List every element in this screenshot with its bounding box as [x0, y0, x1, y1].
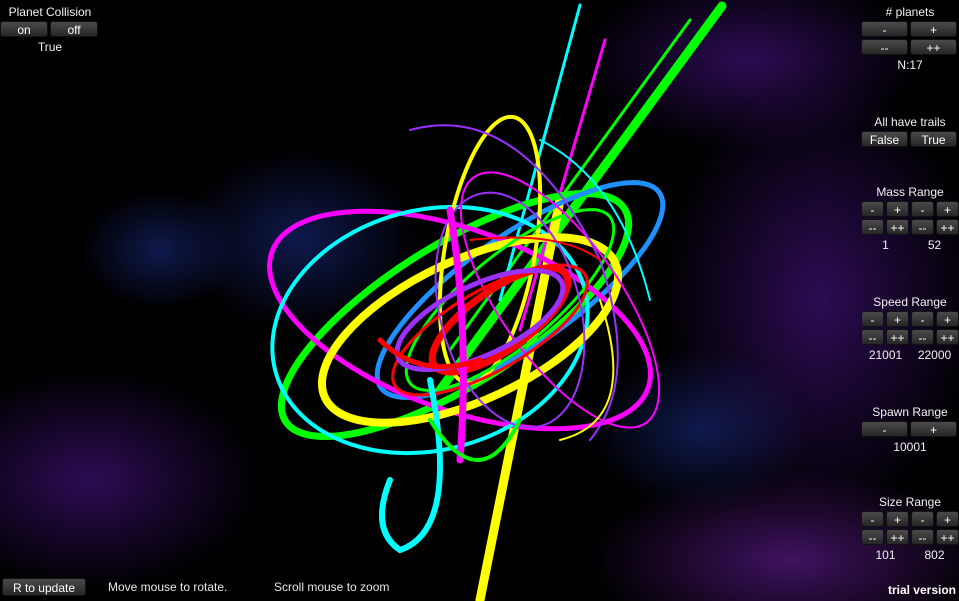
- size-title: Size Range: [878, 495, 942, 509]
- collision-value: True: [37, 40, 63, 54]
- mass-min-minus-minus-button[interactable]: --: [861, 219, 884, 235]
- speed-max-value: 22000: [917, 348, 952, 362]
- spawn-plus-button[interactable]: +: [910, 421, 957, 437]
- speed-max-plus-button[interactable]: +: [936, 311, 959, 327]
- speed-panel: Speed Range - + - + -- ++ -- ++ 21001 22…: [861, 294, 959, 363]
- planets-count: N:17: [897, 58, 923, 72]
- size-max-value: 802: [924, 548, 945, 562]
- collision-on-button[interactable]: on: [0, 21, 48, 37]
- planets-minus-button[interactable]: -: [861, 21, 908, 37]
- mass-min-minus-button[interactable]: -: [861, 201, 884, 217]
- planet-trails: [267, 1, 727, 601]
- mass-max-value: 52: [927, 238, 942, 252]
- trial-watermark: trial version: [887, 583, 956, 597]
- size-min-value: 101: [875, 548, 896, 562]
- mass-values: 1 52: [861, 237, 959, 253]
- mass-min-value: 1: [882, 238, 889, 252]
- zoom-hint: Scroll mouse to zoom: [274, 580, 390, 594]
- size-min-plus-plus-button[interactable]: ++: [886, 529, 909, 545]
- size-panel: Size Range - + - + -- ++ -- ++ 101 802: [861, 494, 959, 563]
- collision-title: Planet Collision: [8, 5, 92, 19]
- update-button[interactable]: R to update: [2, 578, 86, 596]
- spawn-value: 10001: [893, 440, 927, 454]
- size-max-plus-button[interactable]: +: [936, 511, 959, 527]
- trails-false-button[interactable]: False: [861, 131, 908, 147]
- speed-title: Speed Range: [873, 295, 947, 309]
- spawn-panel: Spawn Range - + 10001: [861, 404, 959, 455]
- planets-panel: # planets - + -- ++ N:17: [861, 4, 959, 73]
- size-max-minus-minus-button[interactable]: --: [911, 529, 934, 545]
- speed-min-value: 21001: [868, 348, 903, 362]
- mass-max-minus-button[interactable]: -: [911, 201, 934, 217]
- mass-title: Mass Range: [876, 185, 944, 199]
- speed-min-plus-plus-button[interactable]: ++: [886, 329, 909, 345]
- mass-max-plus-plus-button[interactable]: ++: [936, 219, 959, 235]
- trails-panel: All have trails False True: [861, 114, 959, 149]
- size-max-minus-button[interactable]: -: [911, 511, 934, 527]
- speed-min-minus-button[interactable]: -: [861, 311, 884, 327]
- spawn-minus-button[interactable]: -: [861, 421, 908, 437]
- speed-values: 21001 22000: [861, 347, 959, 363]
- speed-max-minus-minus-button[interactable]: --: [911, 329, 934, 345]
- speed-max-plus-plus-button[interactable]: ++: [936, 329, 959, 345]
- planets-minus-minus-button[interactable]: --: [861, 39, 908, 55]
- planets-plus-plus-button[interactable]: ++: [910, 39, 957, 55]
- speed-min-plus-button[interactable]: +: [886, 311, 909, 327]
- collision-off-button[interactable]: off: [50, 21, 98, 37]
- size-min-minus-minus-button[interactable]: --: [861, 529, 884, 545]
- mass-max-plus-button[interactable]: +: [936, 201, 959, 217]
- size-min-minus-button[interactable]: -: [861, 511, 884, 527]
- size-min-plus-button[interactable]: +: [886, 511, 909, 527]
- size-values: 101 802: [861, 547, 959, 563]
- size-max-plus-plus-button[interactable]: ++: [936, 529, 959, 545]
- collision-panel: Planet Collision on off True: [0, 4, 100, 55]
- planets-title: # planets: [885, 5, 935, 19]
- mass-max-minus-minus-button[interactable]: --: [911, 219, 934, 235]
- speed-max-minus-button[interactable]: -: [911, 311, 934, 327]
- planets-plus-button[interactable]: +: [910, 21, 957, 37]
- spawn-title: Spawn Range: [872, 405, 948, 419]
- mass-min-plus-plus-button[interactable]: ++: [886, 219, 909, 235]
- speed-min-minus-minus-button[interactable]: --: [861, 329, 884, 345]
- rotate-hint: Move mouse to rotate.: [108, 580, 228, 594]
- trails-true-button[interactable]: True: [910, 131, 957, 147]
- trails-title: All have trails: [874, 115, 946, 129]
- mass-min-plus-button[interactable]: +: [886, 201, 909, 217]
- mass-panel: Mass Range - + - + -- ++ -- ++ 1 52: [861, 184, 959, 253]
